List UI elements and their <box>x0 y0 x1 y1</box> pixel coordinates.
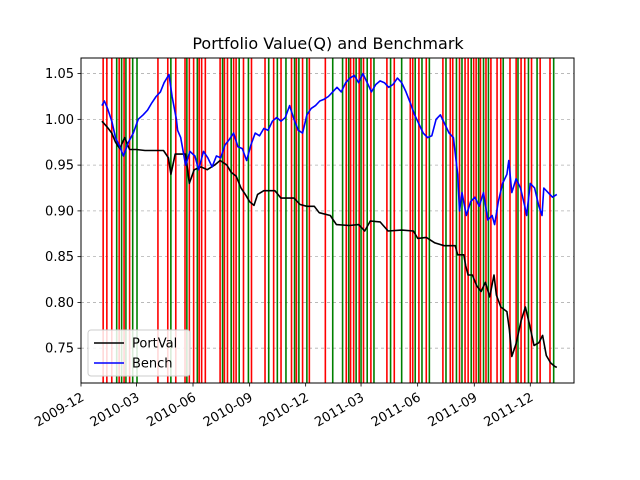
vertical-markers <box>102 58 555 383</box>
chart-title: Portfolio Value(Q) and Benchmark <box>192 34 464 53</box>
y-axis: 0.75 0.80 0.85 0.90 0.95 1.00 1.05 <box>45 67 81 357</box>
legend: PortVal Bench <box>87 329 191 377</box>
y-tick-label: 0.85 <box>45 250 74 265</box>
plot-area <box>80 57 575 384</box>
axes-frame <box>80 57 575 384</box>
series-lines <box>101 72 558 369</box>
y-tick-label: 1.00 <box>45 113 74 128</box>
series-line-portval <box>101 120 558 369</box>
series-line-bench <box>101 72 558 226</box>
y-tick-label: 0.90 <box>45 204 74 219</box>
gridlines <box>81 73 574 349</box>
legend-box <box>87 329 191 377</box>
y-tick-label: 0.80 <box>45 296 74 311</box>
legend-label-portval: PortVal <box>132 337 177 352</box>
y-tick-label: 0.95 <box>45 159 74 174</box>
legend-label-bench: Bench <box>132 357 173 372</box>
y-tick-label: 1.05 <box>45 67 74 82</box>
axes-background <box>81 58 574 383</box>
y-tick-label: 0.75 <box>45 342 74 357</box>
